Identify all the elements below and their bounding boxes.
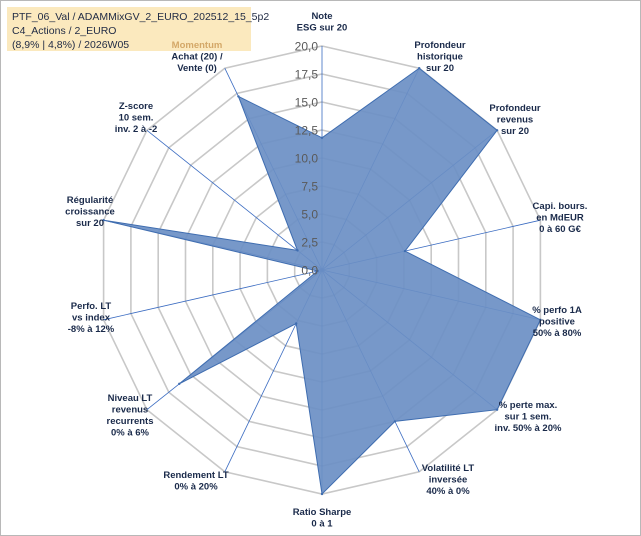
tick-label: 10,0 [295, 152, 319, 166]
axis-label: Capi. bours. en MdEUR 0 à 60 G€ [533, 201, 588, 235]
tick-label: 15,0 [295, 96, 319, 110]
data-point [320, 136, 324, 139]
tick-label: 17,5 [295, 68, 319, 82]
axis-label: Rendement LT 0% à 20% [163, 470, 228, 493]
data-point [102, 219, 105, 222]
data-point [320, 492, 324, 496]
tick-label: 7,5 [301, 180, 318, 194]
title-line-3: (8,9% | 4,8%) / 2026W05 [12, 39, 130, 51]
title-line-1: PTF_06_Val / ADAMMixGV_2_EURO_202512_15_… [12, 11, 270, 23]
data-point [295, 322, 298, 325]
axis-label: Note ESG sur 20 [297, 11, 348, 34]
axis-label: Profondeur historique sur 20 [414, 40, 465, 74]
axis-label: % perfo 1A positive 50% à 80% [532, 305, 582, 339]
tick-label: 5,0 [301, 208, 318, 222]
axis-label: Ratio Sharpe 0 à 1 [293, 507, 352, 530]
chart-title-box: PTF_06_Val / ADAMMixGV_2_EURO_202512_15_… [7, 7, 270, 51]
data-point [403, 249, 407, 253]
axis-spoke [103, 269, 323, 321]
axis-label: Volatilité LT inversée 40% à 0% [422, 463, 475, 497]
data-point [237, 95, 240, 98]
data-point [539, 318, 542, 321]
data-point [418, 67, 421, 70]
axis-label: Niveau LT revenus recurrents 0% à 6% [107, 393, 154, 439]
title-line-2: C4_Actions / 2_EURO [12, 25, 117, 37]
axis-label: Z-score 10 sem. inv. 2 à -2 [115, 101, 158, 135]
axis-label: Profondeur revenus sur 20 [489, 103, 540, 137]
data-point [316, 269, 319, 273]
tick-label: 12,5 [295, 124, 319, 138]
axis-label: Momentum Achat (20) / Vente (0) [171, 40, 223, 74]
tick-label: 0,0 [301, 264, 318, 278]
axis-label: Régularité croissance sur 20 [65, 195, 115, 229]
tick-label: 2,5 [301, 236, 318, 250]
data-point [495, 408, 499, 411]
data-point [495, 129, 499, 132]
data-point [296, 249, 299, 252]
data-point [178, 382, 181, 385]
axis-spoke [146, 129, 323, 271]
axis-label: Perfo. LT vs index -8% à 12% [68, 301, 115, 335]
axis-label: % perte max. sur 1 sem. inv. 50% à 20% [495, 400, 562, 434]
data-point [393, 420, 397, 423]
tick-label: 20,0 [295, 40, 319, 54]
